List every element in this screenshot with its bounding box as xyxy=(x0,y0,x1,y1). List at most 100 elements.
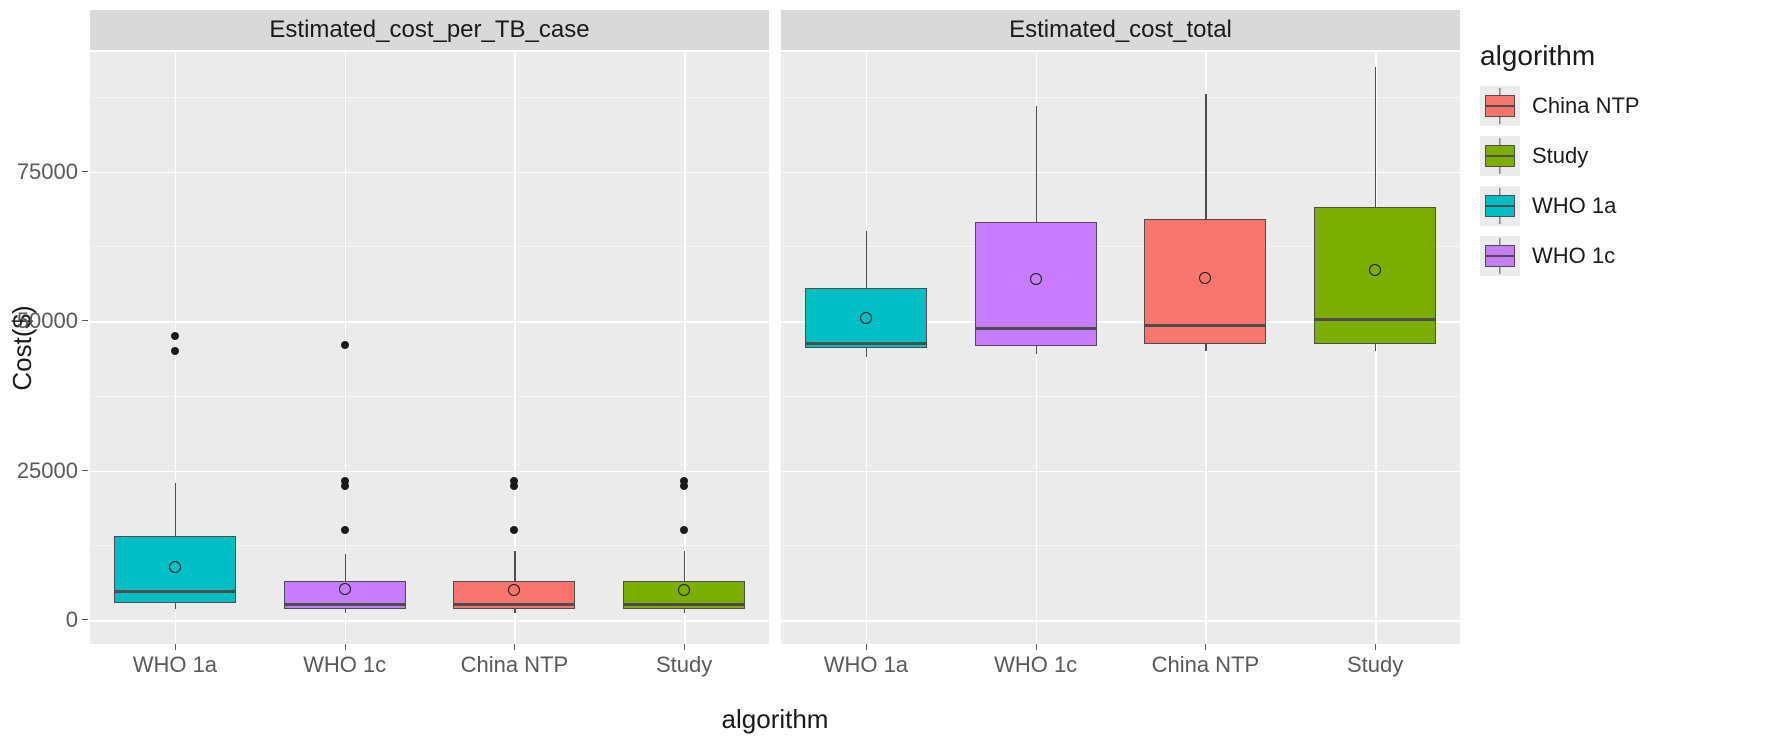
mean-point xyxy=(508,584,520,596)
median-line xyxy=(114,590,236,593)
whisker xyxy=(345,554,346,581)
median-line xyxy=(284,603,406,606)
mean-point xyxy=(1030,273,1042,285)
mean-point xyxy=(678,584,690,596)
outlier-point xyxy=(510,526,518,534)
median-line xyxy=(1144,324,1266,327)
median-line xyxy=(805,342,927,345)
gridline-h xyxy=(90,620,769,622)
plot-area: Cost($) 0250005000075000 Estimated_cost_… xyxy=(0,0,1460,747)
gridline-h-minor xyxy=(781,396,1460,397)
facet-strip: Estimated_cost_per_TB_case xyxy=(90,10,769,50)
legend-title: algorithm xyxy=(1480,40,1760,72)
x-tick-mark xyxy=(514,644,515,650)
x-tick-label: WHO 1a xyxy=(133,652,217,678)
gridline-h xyxy=(781,620,1460,622)
chart-container: Cost($) 0250005000075000 Estimated_cost_… xyxy=(0,0,1770,747)
whisker xyxy=(345,609,346,613)
outlier-point xyxy=(510,477,518,485)
x-tick-mark xyxy=(866,644,867,650)
mean-point xyxy=(1199,272,1211,284)
x-tick-label: China NTP xyxy=(461,652,569,678)
outlier-point xyxy=(341,477,349,485)
legend-key xyxy=(1480,136,1520,176)
mean-point xyxy=(339,583,351,595)
outlier-point xyxy=(680,477,688,485)
median-line xyxy=(453,603,575,606)
gridline-h-minor xyxy=(781,97,1460,98)
y-tick-mark xyxy=(82,171,88,172)
whisker xyxy=(1205,94,1206,220)
gridline-h xyxy=(90,172,769,174)
y-axis: Cost($) 0250005000075000 xyxy=(0,52,90,644)
whisker xyxy=(175,603,176,609)
legend-label: WHO 1a xyxy=(1532,193,1616,219)
gridline-h xyxy=(90,471,769,473)
outlier-point xyxy=(171,332,179,340)
whisker xyxy=(175,483,176,537)
legend-item: WHO 1c xyxy=(1480,236,1760,276)
gridline-h-minor xyxy=(781,545,1460,546)
whisker xyxy=(514,551,515,581)
x-tick-label: WHO 1c xyxy=(994,652,1077,678)
x-tick-mark xyxy=(345,644,346,650)
legend-item: WHO 1a xyxy=(1480,186,1760,226)
x-tick-label: Study xyxy=(656,652,712,678)
legend-key xyxy=(1480,86,1520,126)
chart-region xyxy=(781,52,1460,644)
legend-item: Study xyxy=(1480,136,1760,176)
mean-point xyxy=(169,561,181,573)
whisker xyxy=(1375,344,1376,351)
outlier-point xyxy=(171,347,179,355)
x-tick-mark xyxy=(1205,644,1206,650)
x-tick-mark xyxy=(1036,644,1037,650)
x-tick-mark xyxy=(1375,644,1376,650)
y-tick-mark xyxy=(82,619,88,620)
legend-key xyxy=(1480,236,1520,276)
whisker xyxy=(866,231,867,288)
x-tick-label: China NTP xyxy=(1152,652,1260,678)
y-tick-mark xyxy=(82,320,88,321)
gridline-h xyxy=(781,471,1460,473)
whisker xyxy=(1205,344,1206,351)
y-tick-mark xyxy=(82,470,88,471)
y-tick-label: 50000 xyxy=(17,308,78,334)
x-axis-label: algorithm xyxy=(90,704,1460,747)
facet-panel: Estimated_cost_per_TB_caseWHO 1aWHO 1cCh… xyxy=(90,10,769,644)
x-tick-label: WHO 1c xyxy=(303,652,386,678)
gridline-h xyxy=(90,321,769,323)
whisker xyxy=(1375,67,1376,208)
gridline-h-minor xyxy=(90,246,769,247)
y-tick-label: 0 xyxy=(66,607,78,633)
facet-strip: Estimated_cost_total xyxy=(781,10,1460,50)
legend: algorithm China NTP Study WHO 1a WHO 1c xyxy=(1460,0,1770,747)
x-tick-mark xyxy=(175,644,176,650)
median-line xyxy=(1314,318,1436,321)
whisker xyxy=(684,609,685,613)
outlier-point xyxy=(341,526,349,534)
mean-point xyxy=(860,312,872,324)
median-line xyxy=(975,327,1097,330)
x-tick-label: WHO 1a xyxy=(824,652,908,678)
gridline-h xyxy=(781,172,1460,174)
outlier-point xyxy=(341,341,349,349)
facet-panels: Estimated_cost_per_TB_caseWHO 1aWHO 1cCh… xyxy=(90,10,1460,644)
gridline-h-minor xyxy=(90,396,769,397)
whisker xyxy=(866,348,867,357)
whisker xyxy=(514,609,515,613)
facet-panel: Estimated_cost_totalWHO 1aWHO 1cChina NT… xyxy=(781,10,1460,644)
x-tick-mark xyxy=(684,644,685,650)
legend-label: China NTP xyxy=(1532,93,1640,119)
mean-point xyxy=(1369,264,1381,276)
median-line xyxy=(623,603,745,606)
legend-label: WHO 1c xyxy=(1532,243,1615,269)
legend-label: Study xyxy=(1532,143,1588,169)
outlier-point xyxy=(680,526,688,534)
chart-region xyxy=(90,52,769,644)
y-tick-label: 75000 xyxy=(17,159,78,185)
whisker xyxy=(684,551,685,581)
gridline-h-minor xyxy=(90,97,769,98)
legend-key xyxy=(1480,186,1520,226)
whisker xyxy=(1036,106,1037,223)
x-tick-label: Study xyxy=(1347,652,1403,678)
